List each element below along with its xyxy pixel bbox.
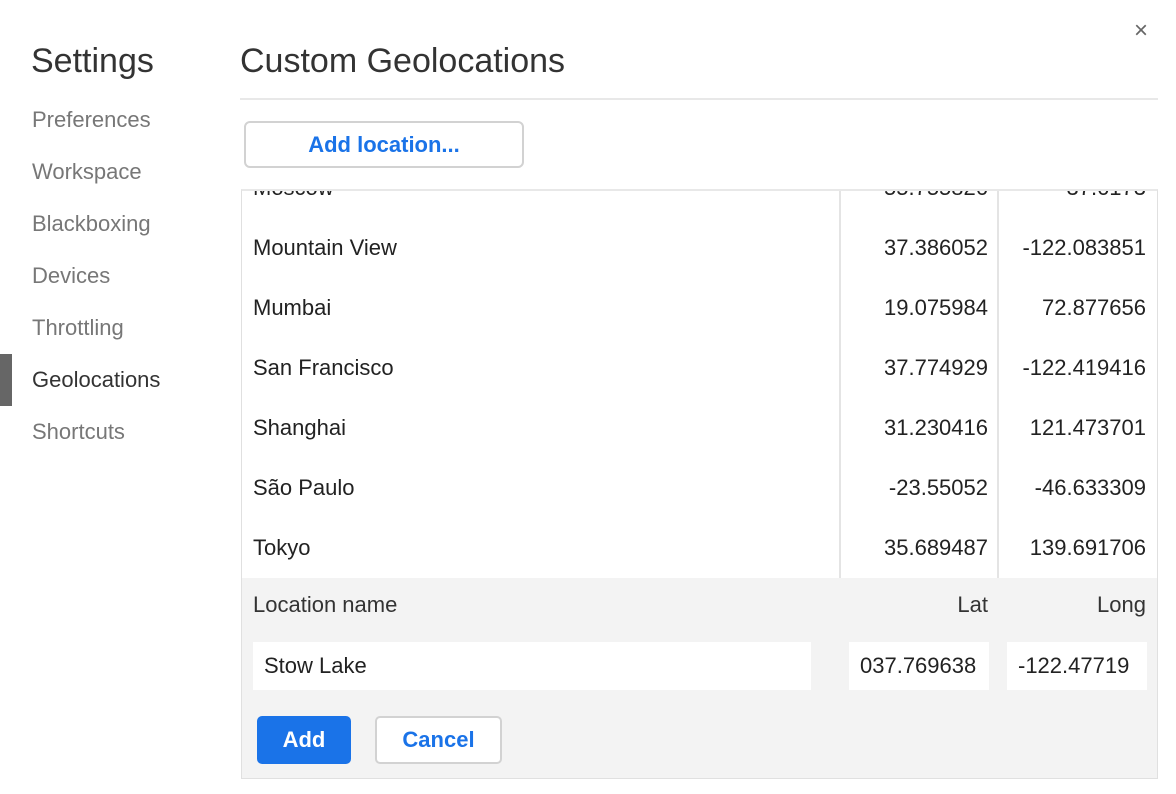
add-button[interactable]: Add (257, 716, 351, 764)
page-title: Custom Geolocations (240, 42, 566, 80)
sidebar-item-blackboxing[interactable]: Blackboxing (32, 211, 151, 236)
location-row[interactable]: San Francisco 37.774929 -122.419416 (242, 338, 1157, 398)
column-divider (839, 191, 841, 578)
sidebar-item-shortcuts[interactable]: Shortcuts (32, 419, 125, 444)
location-name: Shanghai (253, 415, 346, 440)
settings-title: Settings (31, 42, 154, 80)
location-row[interactable]: São Paulo -23.55052 -46.633309 (242, 458, 1157, 518)
location-lat: -23.55052 (888, 475, 988, 500)
selected-indicator (0, 354, 12, 406)
sidebar-item-throttling[interactable]: Throttling (32, 315, 124, 340)
location-long: -122.083851 (1022, 235, 1146, 260)
location-row[interactable]: Moscow55.75582637.6173 (242, 191, 1157, 218)
add-location-button[interactable]: Add location... (244, 121, 524, 168)
close-icon[interactable]: × (1134, 17, 1149, 44)
location-name: San Francisco (253, 355, 394, 380)
location-lat: 31.230416 (884, 415, 988, 440)
divider (240, 98, 1158, 100)
location-name: Tokyo (253, 535, 311, 560)
location-name-input[interactable] (253, 642, 811, 690)
sidebar-item-geolocations[interactable]: Geolocations (32, 367, 161, 392)
location-long: 121.473701 (1029, 415, 1146, 440)
location-name-label: Location name (253, 592, 398, 617)
long-input[interactable] (1007, 642, 1147, 690)
location-name: Mumbai (253, 295, 332, 320)
column-divider (997, 191, 999, 578)
locations-list[interactable]: Moscow55.75582637.6173 Mountain View 37.38… (241, 189, 1158, 578)
location-long: 37.6173 (997, 191, 1157, 201)
location-row[interactable]: Shanghai 31.230416 121.473701 (242, 398, 1157, 458)
location-name: Mountain View (253, 235, 397, 260)
cancel-button[interactable]: Cancel (375, 716, 502, 764)
location-lat: 37.774929 (884, 355, 988, 380)
lat-input[interactable] (849, 642, 989, 690)
sidebar-item-workspace[interactable]: Workspace (32, 159, 142, 184)
location-long: 139.691706 (1029, 535, 1146, 560)
location-lat: 37.386052 (884, 235, 988, 260)
long-label: Long (1097, 592, 1146, 617)
location-long: -46.633309 (1034, 475, 1146, 500)
location-name: São Paulo (253, 475, 355, 500)
location-row[interactable]: Mountain View 37.386052 -122.083851 (242, 218, 1157, 278)
location-row[interactable]: Tokyo 35.689487 139.691706 (242, 518, 1157, 578)
location-row[interactable]: Mumbai 19.075984 72.877656 (242, 278, 1157, 338)
location-lat: 35.689487 (884, 535, 988, 560)
location-long: -122.419416 (1022, 355, 1146, 380)
sidebar-item-preferences[interactable]: Preferences (32, 107, 151, 132)
location-long: 72.877656 (1042, 295, 1146, 320)
location-lat: 19.075984 (884, 295, 988, 320)
location-name: Moscow (242, 191, 839, 201)
sidebar-item-devices[interactable]: Devices (32, 263, 111, 288)
lat-label: Lat (957, 592, 988, 617)
location-lat: 55.755826 (839, 191, 997, 201)
location-editor: Location name Lat Long Add Cancel (241, 578, 1158, 779)
